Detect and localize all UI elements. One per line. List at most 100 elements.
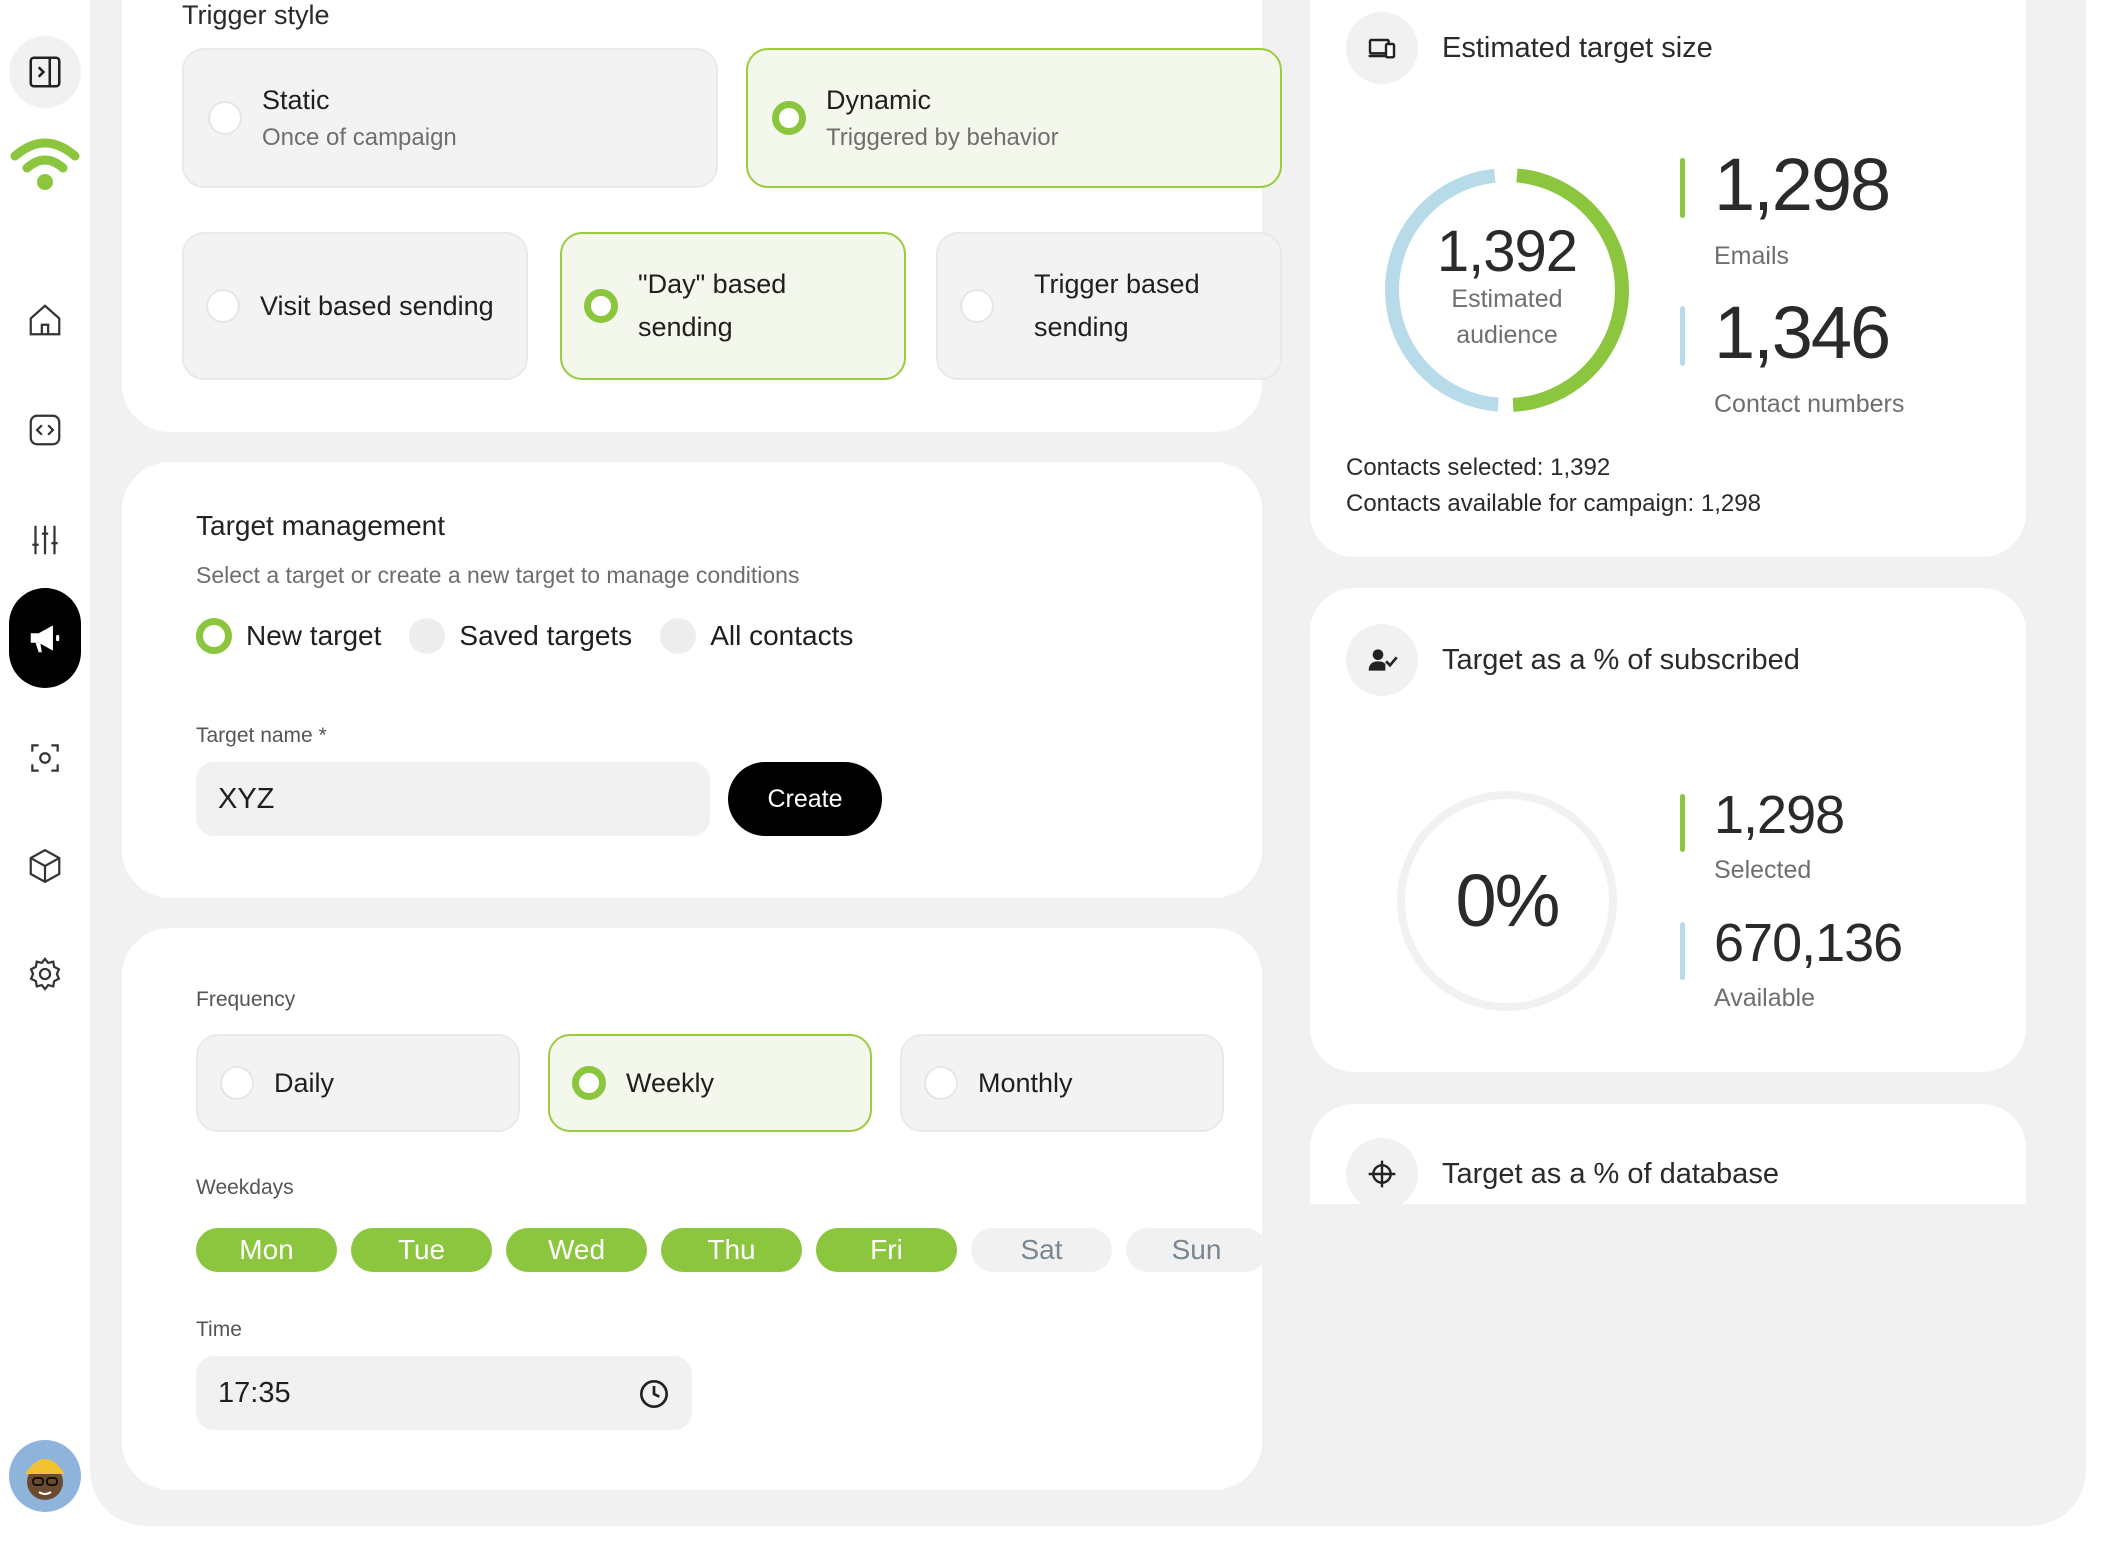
- frequency-label: Frequency: [196, 988, 296, 1011]
- main-canvas: Trigger style Static Once of campaign Dy…: [90, 0, 2086, 1526]
- day-chip-mon[interactable]: Mon: [196, 1228, 337, 1272]
- selected-value: 1,298: [1714, 785, 1845, 845]
- trigger-option-static[interactable]: Static Once of campaign: [182, 48, 718, 188]
- frequency-option-daily[interactable]: Daily: [196, 1034, 520, 1132]
- subscribed-header: Target as a % of subscribed: [1346, 624, 1800, 696]
- daily-label: Daily: [274, 1068, 335, 1098]
- visit-label: Visit based sending: [260, 290, 494, 321]
- sidebar-item-code[interactable]: [9, 394, 81, 466]
- day-label-line1: "Day" based: [638, 269, 787, 299]
- user-avatar-icon: [25, 1459, 65, 1500]
- target-name-value: XYZ: [218, 782, 275, 815]
- radio-weekly[interactable]: [572, 1066, 606, 1100]
- create-button[interactable]: Create: [728, 762, 882, 836]
- trigger-option-dynamic[interactable]: Dynamic Triggered by behavior: [746, 48, 1282, 188]
- radio-monthly[interactable]: [924, 1066, 958, 1100]
- radio-new-target-dot[interactable]: [196, 618, 232, 654]
- day-chip-sun[interactable]: Sun: [1126, 1228, 1267, 1272]
- clock-icon[interactable]: [638, 1378, 670, 1410]
- radio-saved-targets[interactable]: Saved targets: [409, 618, 632, 654]
- sending-option-visit[interactable]: Visit based sending: [182, 232, 528, 380]
- wifi-logo-icon: [10, 138, 80, 190]
- target-management-subtitle: Select a target or create a new target t…: [196, 562, 800, 588]
- subscribed-percent: 0%: [1455, 859, 1561, 942]
- estimated-audience-value: 1,392: [1436, 219, 1578, 284]
- box-icon: [29, 848, 61, 884]
- sending-option-day[interactable]: "Day" based sending: [560, 232, 906, 380]
- static-title: Static: [262, 85, 330, 115]
- sidebar-item-home[interactable]: [9, 284, 81, 356]
- sidebar-item-sliders[interactable]: [9, 504, 81, 576]
- contacts-available-text: Contacts available for campaign: 1,298: [1346, 490, 1761, 517]
- monthly-label: Monthly: [978, 1068, 1073, 1098]
- static-subtitle: Once of campaign: [262, 124, 457, 151]
- subscribed-title: Target as a % of subscribed: [1442, 643, 1800, 676]
- radio-dynamic[interactable]: [772, 101, 806, 135]
- trigger-label-line2: sending: [1034, 312, 1129, 342]
- gear-icon: [29, 957, 61, 991]
- frequency-option-weekly[interactable]: Weekly: [548, 1034, 872, 1132]
- day-chip-tue[interactable]: Tue: [351, 1228, 492, 1272]
- frequency-card: Frequency Daily Weekly Monthly Weekdays …: [122, 928, 1267, 1490]
- time-label: Time: [196, 1318, 242, 1341]
- radio-static[interactable]: [208, 101, 242, 135]
- estimated-target-size-card: Estimated target size 1,392 Estimated au…: [1310, 0, 2026, 557]
- weekday-chips: Mon Tue Wed Thu Fri Sat Sun: [196, 1228, 1281, 1272]
- megaphone-icon: [30, 625, 60, 653]
- radio-all-contacts[interactable]: All contacts: [660, 618, 853, 654]
- target-percent-database-card: Target as a % of database: [1310, 1104, 2026, 1210]
- contact-numbers-label: Contact numbers: [1714, 390, 1905, 418]
- radio-daily[interactable]: [220, 1066, 254, 1100]
- estimated-audience-label-2: audience: [1456, 321, 1558, 349]
- available-label: Available: [1714, 984, 1816, 1012]
- day-chip-wed[interactable]: Wed: [506, 1228, 647, 1272]
- target-name-input[interactable]: XYZ: [196, 762, 710, 836]
- weekly-label: Weekly: [626, 1068, 715, 1098]
- time-value: 17:35: [218, 1376, 291, 1409]
- home-icon: [29, 304, 61, 336]
- selected-indicator: [1680, 794, 1685, 852]
- radio-trigger[interactable]: [960, 289, 994, 323]
- target-name-label: Target name *: [196, 724, 327, 747]
- frequency-option-monthly[interactable]: Monthly: [900, 1034, 1224, 1132]
- saved-targets-label: Saved targets: [459, 620, 633, 651]
- trigger-style-title: Trigger style: [182, 0, 330, 30]
- available-indicator: [1680, 922, 1685, 980]
- target-management-card: Target management Select a target or cre…: [122, 462, 1262, 898]
- sidebar: [0, 0, 90, 1556]
- sidebar-item-campaigns[interactable]: [9, 588, 81, 688]
- user-check-icon: [1346, 624, 1418, 696]
- sidebar-item-scan[interactable]: [9, 722, 81, 794]
- day-chip-fri[interactable]: Fri: [816, 1228, 957, 1272]
- sidebar-item-box[interactable]: [9, 830, 81, 902]
- day-chip-sat[interactable]: Sat: [971, 1228, 1112, 1272]
- radio-visit[interactable]: [206, 289, 240, 323]
- radio-day[interactable]: [584, 289, 618, 323]
- brand-logo: [9, 126, 81, 198]
- avatar[interactable]: [9, 1440, 81, 1512]
- day-chip-thu[interactable]: Thu: [661, 1228, 802, 1272]
- radio-saved-targets-dot[interactable]: [409, 618, 446, 654]
- sliders-icon: [32, 525, 58, 555]
- radio-new-target[interactable]: New target: [196, 618, 381, 654]
- contact-numbers-indicator: [1680, 306, 1685, 366]
- estimated-audience-label-1: Estimated: [1451, 285, 1563, 313]
- donut-blue-arc: [1385, 168, 1629, 412]
- time-input[interactable]: 17:35: [196, 1356, 692, 1430]
- sending-option-trigger[interactable]: Trigger based sending: [936, 232, 1282, 380]
- database-header: Target as a % of database: [1346, 1138, 1779, 1210]
- dynamic-title: Dynamic: [826, 85, 932, 115]
- new-target-label: New target: [246, 620, 382, 651]
- sidebar-toggle-icon: [29, 56, 61, 88]
- scan-icon: [31, 744, 59, 772]
- estimated-target-size-header: Estimated target size: [1346, 12, 1713, 84]
- target-management-title: Target management: [196, 510, 446, 541]
- weekdays-label: Weekdays: [196, 1176, 294, 1199]
- donut-green-arc: [1385, 168, 1629, 412]
- estimated-target-size-title: Estimated target size: [1442, 31, 1713, 64]
- code-icon: [29, 414, 61, 446]
- radio-all-contacts-dot[interactable]: [660, 618, 697, 654]
- sidebar-item-settings[interactable]: [9, 938, 81, 1010]
- sidebar-toggle-button[interactable]: [9, 36, 81, 108]
- target-type-radio-group: New target Saved targets All contacts: [196, 618, 881, 654]
